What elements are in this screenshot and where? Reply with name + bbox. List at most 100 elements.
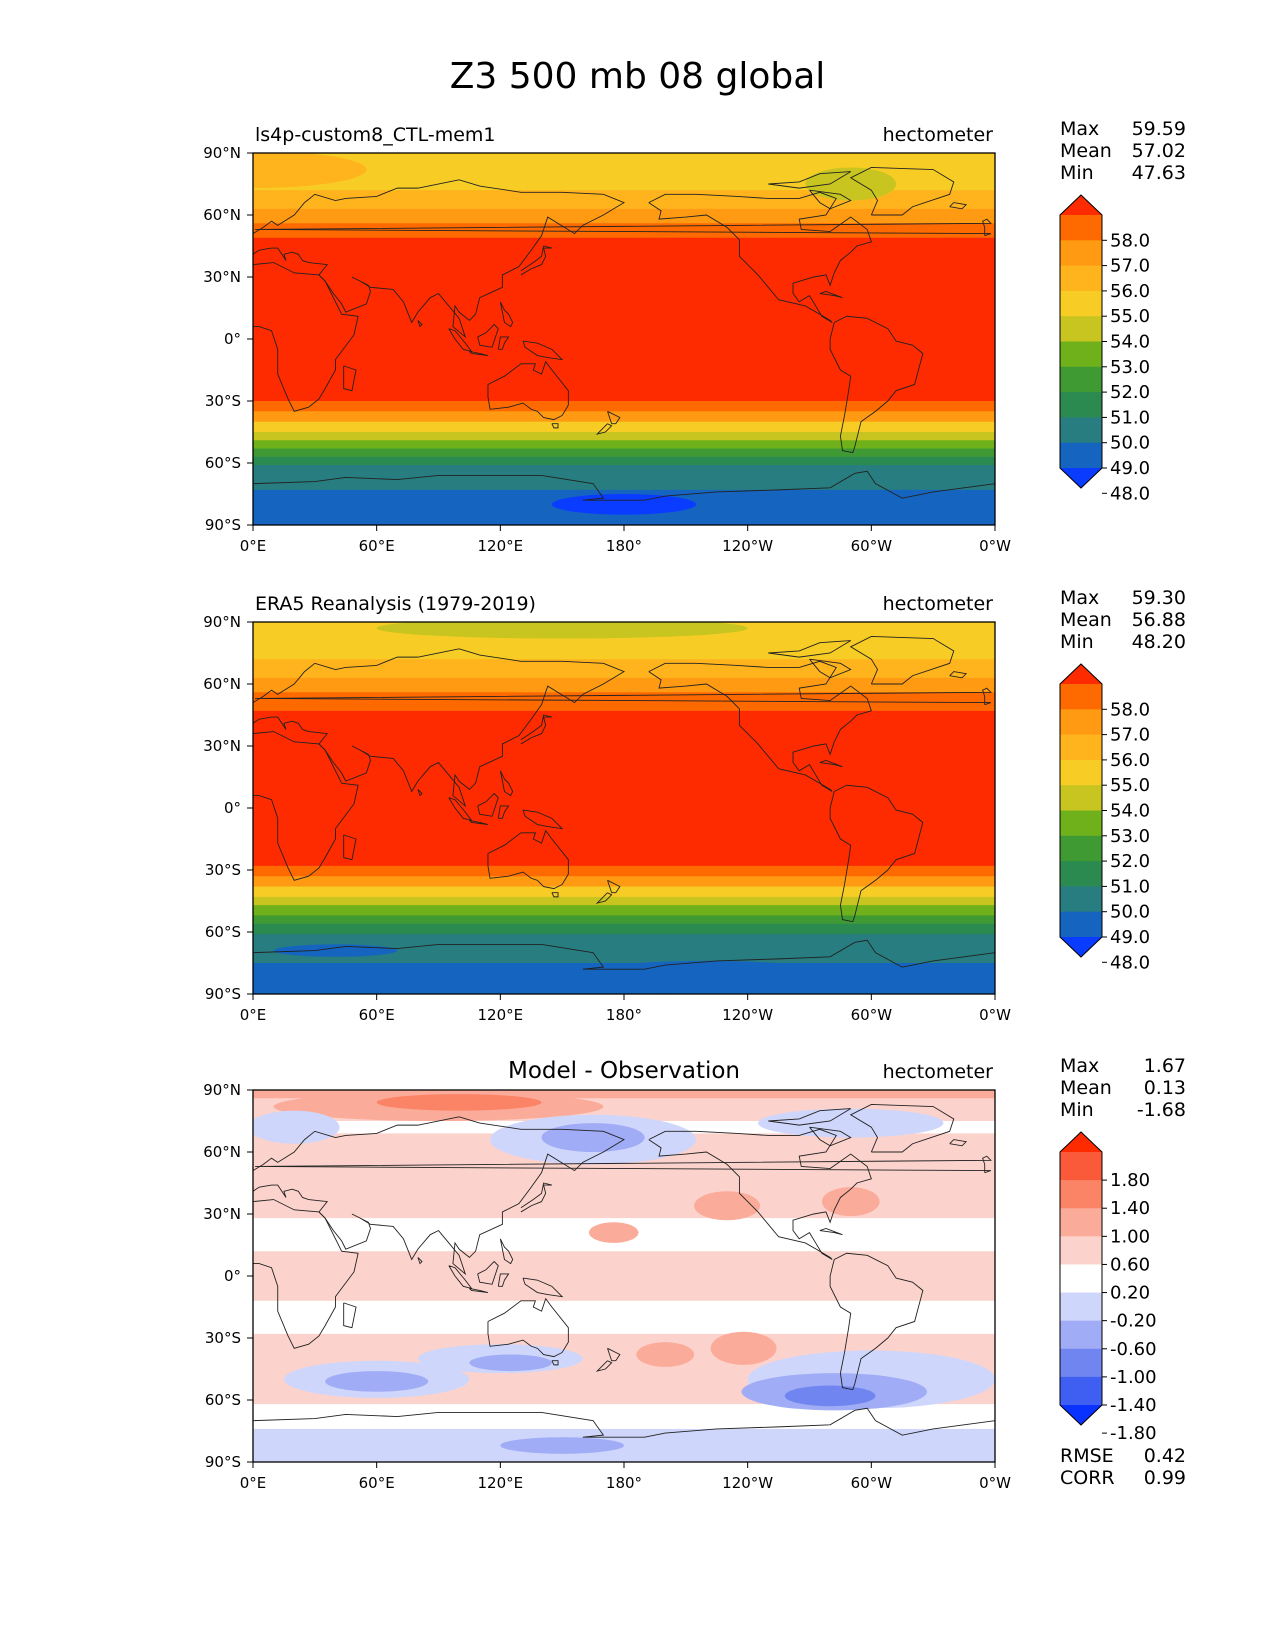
coastline [253, 648, 626, 808]
lat-label: 0° [224, 1267, 241, 1285]
lat-label: 60°S [205, 454, 241, 472]
field-band [253, 1090, 995, 1099]
field-anomaly [588, 1222, 639, 1243]
colorbar-tick-label: 1.00 [1110, 1226, 1150, 1247]
field-band [253, 1251, 995, 1302]
field-band [253, 896, 995, 906]
field-anomaly [273, 944, 398, 957]
lat-label: 30°S [205, 861, 241, 879]
stat-label: Min [1060, 162, 1094, 184]
colorbar-swatch [1060, 1236, 1102, 1265]
field-band [253, 1428, 995, 1462]
coastline [809, 189, 852, 210]
field-band [253, 915, 995, 925]
lat-label: 0° [224, 330, 241, 348]
field-band [253, 440, 995, 450]
coastline [768, 171, 851, 189]
coastline [477, 1260, 499, 1285]
coastline [343, 834, 357, 861]
field-band [253, 401, 995, 412]
coastlines [253, 1104, 995, 1438]
colorbar-tick-label: -1.80 [1110, 1423, 1157, 1444]
lon-label: 60°W [851, 537, 893, 555]
colorbar-tick-label: 53.0 [1110, 357, 1150, 378]
stat-label: Mean [1060, 609, 1112, 631]
coastline [497, 1273, 510, 1287]
colorbar-tick-label: 51.0 [1110, 407, 1150, 428]
panel-diff: Model - Observation hectometer 90°N 60°N 30°… [203, 1055, 1186, 1492]
lat-label: 30°S [205, 392, 241, 410]
lon-label: 60°E [359, 1006, 395, 1024]
stat-label: Max [1060, 118, 1099, 140]
colorbar-tick-label: 57.0 [1110, 256, 1150, 277]
colorbar-tick-label: -1.00 [1110, 1367, 1157, 1388]
stat-label: Max [1060, 1055, 1099, 1077]
field-band [253, 923, 995, 935]
colorbar-swatch [1060, 392, 1102, 418]
coastline [607, 1347, 621, 1362]
field-band [253, 432, 995, 441]
field-layer [253, 1090, 995, 1462]
field-band [253, 456, 995, 466]
colorbar-tick-label: 1.40 [1110, 1198, 1150, 1219]
field-band [253, 876, 995, 888]
colorbar: 58.0 57.0 56.0 55.0 54.0 53.0 52.0 51.0 50.0 49.0… [1059, 663, 1150, 973]
field-band [253, 677, 995, 693]
lat-label: 90°N [203, 613, 241, 631]
stat-value: 59.30 [1132, 587, 1186, 609]
colorbar-tick-label: -1.40 [1110, 1395, 1157, 1416]
lat-label: 90°N [203, 144, 241, 162]
coastline [849, 636, 955, 685]
panel-center-title: Model - Observation [508, 1058, 740, 1084]
coastline [497, 805, 510, 819]
stat-value: 1.67 [1144, 1055, 1186, 1077]
coastline [949, 671, 968, 679]
colorbar-tick-label: 58.0 [1110, 230, 1150, 251]
field-band [253, 421, 995, 433]
coastline [343, 1302, 357, 1329]
colorbar-tick-label: 50.0 [1110, 433, 1150, 454]
field-band [253, 886, 995, 898]
lat-label: 0° [224, 799, 241, 817]
colorbar-swatch [1060, 886, 1102, 913]
lat-label: 90°N [203, 1081, 241, 1099]
lon-label: 120°E [478, 1474, 524, 1492]
field-anomaly [636, 1342, 695, 1367]
colorbar-tick-label: 50.0 [1110, 902, 1150, 923]
field-anomaly [784, 1385, 876, 1407]
colorbar-tick-label: 51.0 [1110, 876, 1150, 897]
coastline [253, 1116, 626, 1276]
coastline [551, 423, 559, 429]
coastline [469, 1287, 489, 1293]
lon-label: 120°W [722, 537, 773, 555]
colorbar-tick-label: 58.0 [1110, 699, 1150, 720]
colorbar-tick-label: -0.20 [1110, 1311, 1157, 1332]
coastline [595, 892, 613, 904]
field-band [253, 905, 995, 916]
colorbar-tick-label: 1.80 [1110, 1170, 1150, 1191]
field-band [253, 448, 995, 458]
coastline [499, 770, 514, 797]
colorbar-swatch [1060, 1292, 1102, 1322]
panel-model: ls4p-custom8_CTL-mem1 hectometer 90°N 60°N 3… [203, 118, 1186, 555]
units-label: hectometer [883, 1061, 994, 1083]
field-band [253, 710, 995, 867]
lon-label: 0°E [240, 537, 267, 555]
panel-obs: ERA5 Reanalysis (1979-2019) hectometer 90°… [203, 587, 1186, 1024]
lon-label: 60°E [359, 1474, 395, 1492]
field-anomaly [325, 1371, 429, 1392]
lon-label: 180° [606, 1006, 642, 1024]
field-anomaly [469, 1354, 552, 1372]
stat-value: 47.63 [1132, 162, 1186, 184]
lat-label: 60°N [203, 675, 241, 693]
field-band [253, 223, 995, 239]
field-band [253, 411, 995, 423]
colorbar-swatch [1060, 1376, 1102, 1406]
lat-label: 30°N [203, 268, 241, 286]
colorbar-extend-max [1060, 1132, 1102, 1152]
lon-label: 0°W [979, 1474, 1011, 1492]
colorbar-tick-label: 55.0 [1110, 306, 1150, 327]
colorbar-swatch [1060, 366, 1102, 393]
coastline [809, 1126, 852, 1147]
